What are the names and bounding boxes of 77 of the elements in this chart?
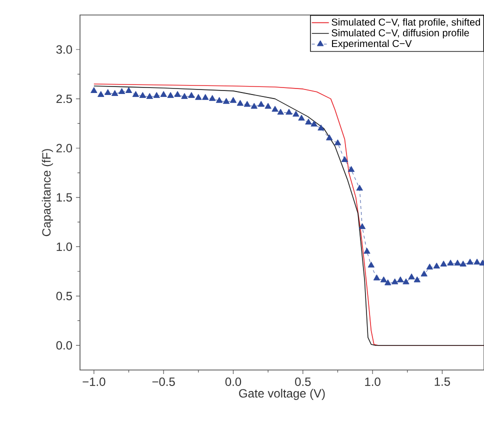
point (167, 92, 174, 98)
point (426, 264, 434, 270)
point (334, 139, 342, 146)
y-tick-label: 2.5 (56, 94, 72, 104)
point (244, 100, 251, 107)
point (118, 88, 126, 94)
point (414, 276, 420, 282)
point (318, 124, 324, 130)
y-tick-label: 2.0 (56, 144, 72, 152)
x-tick-label: 0.0 (225, 378, 242, 386)
point (258, 100, 264, 107)
point (230, 96, 237, 103)
point (433, 262, 440, 268)
point (310, 120, 318, 126)
point (202, 94, 209, 100)
point (466, 258, 474, 265)
y-tick-label: 1.5 (56, 193, 72, 202)
x-tick-label: −0.5 (152, 378, 175, 386)
point (195, 94, 202, 100)
point (440, 260, 447, 267)
point (111, 90, 118, 96)
y-axis-title: Capacitance (fF) (42, 149, 54, 236)
point (474, 258, 480, 265)
point (384, 279, 392, 286)
point (188, 92, 195, 98)
point (397, 276, 404, 282)
point (277, 108, 284, 115)
point (454, 260, 461, 266)
point (447, 260, 454, 266)
legend-label: Simulated C−V, flat profile, shifted (332, 18, 480, 28)
point (348, 166, 355, 172)
x-tick-label: −1.0 (82, 378, 106, 386)
point (250, 102, 258, 109)
point (298, 114, 305, 121)
legend-label: Experimental C−V (332, 40, 412, 50)
point (139, 92, 146, 98)
point (341, 156, 348, 162)
point (90, 87, 98, 93)
point (216, 96, 223, 103)
point (236, 100, 244, 106)
point (358, 223, 366, 230)
point (364, 248, 370, 254)
point (391, 278, 398, 284)
point (160, 91, 167, 97)
point (264, 102, 272, 109)
x-tick-label: 1.0 (365, 378, 380, 386)
y-tick-label: 0.0 (56, 341, 72, 350)
point (208, 94, 216, 101)
point (373, 274, 380, 280)
x-axis-title: Gate voltage (V) (239, 388, 325, 400)
point (305, 118, 312, 125)
point (104, 89, 112, 95)
point (272, 106, 278, 112)
point (98, 91, 104, 97)
point (408, 273, 415, 280)
point (402, 278, 410, 284)
point (132, 91, 140, 97)
point (326, 134, 333, 140)
y-tick-label: 0.5 (56, 292, 72, 300)
point (146, 93, 154, 99)
y-tick-label: 3.0 (56, 45, 72, 54)
point (181, 93, 188, 99)
point (153, 92, 160, 98)
point (125, 87, 132, 93)
x-tick-label: 1.5 (434, 378, 450, 386)
y-tick-label: 1.0 (56, 242, 72, 251)
point (420, 270, 428, 276)
x-tick-label: 0.5 (295, 378, 311, 386)
point (286, 108, 292, 115)
legend-label: Simulated C−V, diffusion profile (332, 29, 469, 38)
point (460, 260, 466, 267)
point (368, 262, 375, 268)
point (174, 91, 181, 97)
point (292, 110, 300, 117)
point (380, 276, 388, 282)
point (356, 184, 363, 191)
point (222, 98, 230, 104)
